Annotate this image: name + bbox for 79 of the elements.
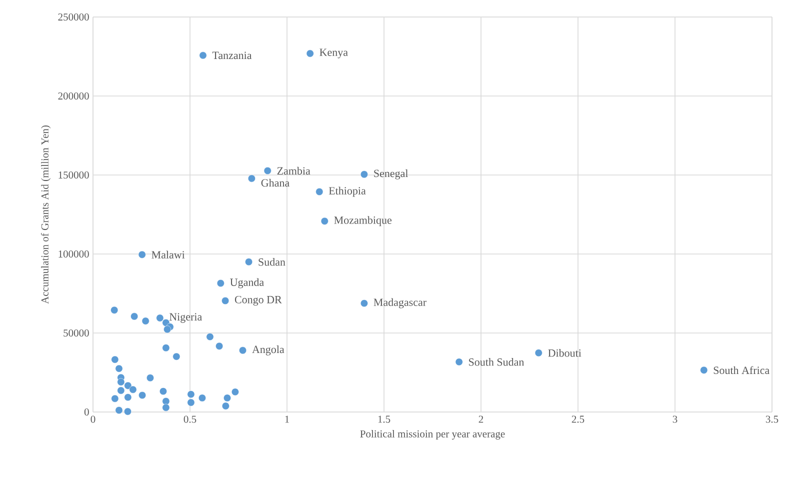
annotation: South Africa [714,366,770,374]
annotation: Madagascar [374,298,426,308]
x-tick-label: 1.5 [378,416,390,423]
annotation: Nigeria [169,313,202,323]
point [316,188,324,196]
annotation: Ethiopia [328,186,366,197]
point [138,392,146,399]
annotation: Dibouti [548,349,582,357]
point [320,217,328,225]
point [111,394,119,402]
y-tick-label: 0 [84,408,89,416]
annotation: Zambia [277,166,310,175]
point [264,166,272,174]
point [162,398,170,406]
point [115,406,123,414]
point [206,333,214,341]
point [117,378,125,386]
annotation: Angola [252,345,284,356]
point [138,250,146,258]
point [455,358,463,366]
annotation: Congo DR [234,296,282,306]
x-axis-title: Political missioin per year average [360,430,505,440]
point [534,349,542,357]
x-tick-label: 1 [285,416,289,423]
point [245,258,253,266]
point [130,312,138,320]
point [222,297,230,305]
point [111,356,119,364]
point [159,388,167,396]
point [187,390,195,398]
annotation: South Sudan [469,358,524,366]
point [306,50,314,58]
point [124,382,132,390]
annotation: Ghana [261,178,290,187]
annotation: Tanzania [212,52,252,60]
point [198,394,206,402]
point [222,402,230,410]
point [156,314,164,322]
point [360,170,368,178]
y-tick-label: 250000 [58,13,89,21]
point [239,346,247,354]
point [142,317,150,325]
x-tick-label: 2 [478,416,484,423]
point [162,344,170,352]
point [124,394,132,402]
annotation: Uganda [230,278,264,288]
point [216,279,224,287]
annotation: Mozambique [334,216,392,226]
annotation: Sudan [258,258,286,266]
x-tick-label: 3.5 [766,416,778,423]
annotation: Malawi [152,250,185,259]
point [164,326,172,334]
point [216,342,224,350]
point [117,386,125,394]
point [231,388,239,396]
point [129,386,137,394]
point [115,364,123,372]
point [199,52,207,60]
point [187,398,195,406]
x-tick-label: 2.5 [572,416,584,423]
x-tick-label: 3 [672,416,678,423]
point [248,174,256,182]
point [224,394,231,402]
y-tick-label: 200000 [58,92,89,100]
point [110,306,118,314]
point [162,404,170,412]
point [146,374,154,382]
y-tick-label: 50000 [64,329,89,337]
x-tick-label: 0.5 [184,416,196,423]
x-tick-label: 0 [90,416,96,423]
annotation: Senegal [374,169,408,180]
annotation: Kenya [320,48,348,58]
y-axis-title: Accumulation of Grants Aid (million Yen) [40,126,51,304]
point [172,352,180,360]
point [124,408,132,416]
y-tick-label: 150000 [58,171,89,179]
y-tick-label: 100000 [58,250,89,258]
point [360,300,368,308]
point [700,366,708,374]
